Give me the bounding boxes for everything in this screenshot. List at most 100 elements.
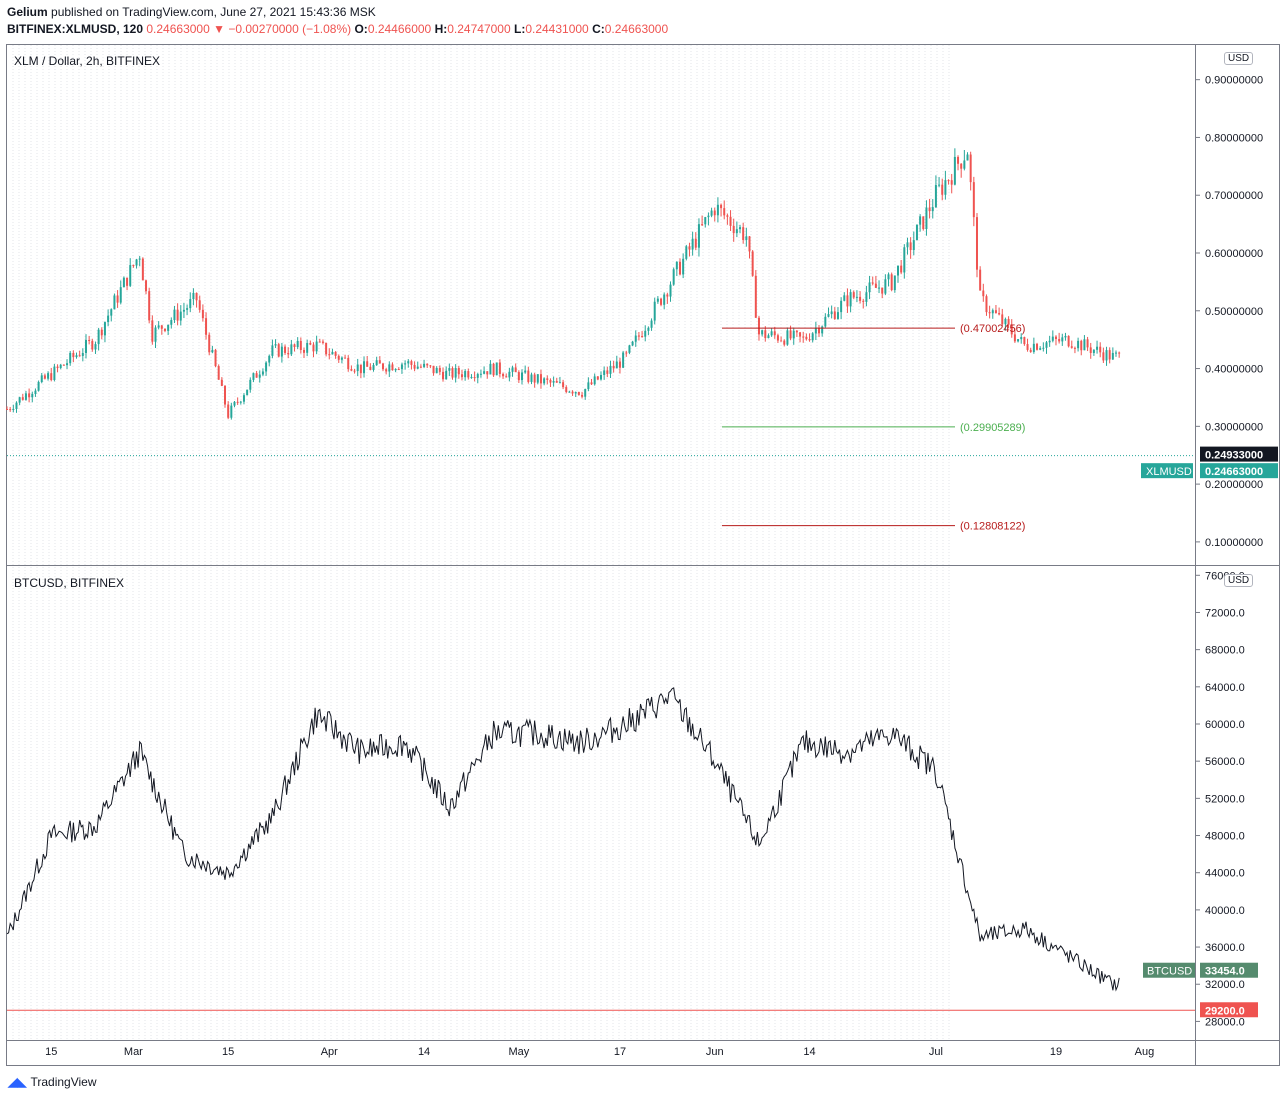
xlm-candle-body[interactable] xyxy=(72,352,75,358)
xlm-candle-body[interactable] xyxy=(400,364,403,370)
xlm-candle-body[interactable] xyxy=(609,365,612,374)
xlm-candle-body[interactable] xyxy=(732,225,735,234)
xlm-candle-body[interactable] xyxy=(217,366,220,380)
xlm-candle-body[interactable] xyxy=(593,376,596,385)
xlm-candle-body[interactable] xyxy=(799,332,802,337)
xlm-candle-body[interactable] xyxy=(508,371,511,378)
xlm-candle-body[interactable] xyxy=(363,361,366,374)
xlm-candle-body[interactable] xyxy=(448,368,451,371)
xlm-candle-body[interactable] xyxy=(757,317,760,335)
xlm-candle-body[interactable] xyxy=(163,328,166,331)
xlm-candle-body[interactable] xyxy=(947,180,950,182)
xlm-candle-body[interactable] xyxy=(789,330,792,339)
xlm-candle-body[interactable] xyxy=(88,339,91,341)
xlm-candle-body[interactable] xyxy=(321,341,324,343)
xlm-candle-body[interactable] xyxy=(1080,340,1083,351)
xlm-candle-body[interactable] xyxy=(167,324,170,331)
xlm-candle-body[interactable] xyxy=(107,315,110,323)
xlm-candle-body[interactable] xyxy=(268,355,271,363)
xlm-candle-body[interactable] xyxy=(261,371,264,375)
xlm-candle-body[interactable] xyxy=(119,287,122,303)
xlm-candle-body[interactable] xyxy=(641,335,644,337)
xlm-candle-body[interactable] xyxy=(1039,348,1042,350)
xlm-candle-body[interactable] xyxy=(751,251,754,276)
xlm-candle-body[interactable] xyxy=(249,379,252,390)
xlm-candle-body[interactable] xyxy=(824,316,827,327)
xlm-candle-body[interactable] xyxy=(252,373,255,380)
xlm-candle-body[interactable] xyxy=(397,369,400,371)
symbol-label[interactable]: BITFINEX:XLMUSD, 120 xyxy=(7,22,144,36)
xlm-candle-body[interactable] xyxy=(934,185,937,208)
xlm-candle-body[interactable] xyxy=(214,349,217,367)
xlm-candle-body[interactable] xyxy=(205,318,208,335)
xlm-candle-body[interactable] xyxy=(903,247,906,273)
xlm-candle-body[interactable] xyxy=(113,295,116,310)
xlm-candle-body[interactable] xyxy=(170,320,173,325)
xlm-candle-body[interactable] xyxy=(419,366,422,368)
xlm-candle-body[interactable] xyxy=(581,394,584,397)
xlm-candle-body[interactable] xyxy=(157,325,160,328)
xlm-candle-body[interactable] xyxy=(979,269,982,291)
xlm-candle-body[interactable] xyxy=(359,364,362,374)
xlm-candle-body[interactable] xyxy=(366,361,369,367)
xlm-candle-body[interactable] xyxy=(388,364,391,372)
xlm-candle-body[interactable] xyxy=(148,291,151,321)
xlm-candle-body[interactable] xyxy=(555,381,558,383)
xlm-candle-body[interactable] xyxy=(881,287,884,294)
xlm-candle-body[interactable] xyxy=(1026,344,1029,350)
xlm-candle-body[interactable] xyxy=(511,367,514,372)
xlm-candle-body[interactable] xyxy=(220,379,223,386)
xlm-candle-body[interactable] xyxy=(596,376,599,380)
xlm-candle-body[interactable] xyxy=(754,275,757,318)
xlm-candle-body[interactable] xyxy=(328,354,331,356)
xlm-candle-body[interactable] xyxy=(669,284,672,297)
xlm-candle-body[interactable] xyxy=(818,327,821,334)
xlm-candle-body[interactable] xyxy=(81,353,84,356)
xlm-candle-body[interactable] xyxy=(1099,346,1102,353)
xlm-candle-body[interactable] xyxy=(739,227,742,230)
xlm-candle-body[interactable] xyxy=(274,344,277,346)
xlm-candle-body[interactable] xyxy=(1061,337,1064,342)
xlm-candle-body[interactable] xyxy=(742,227,745,240)
xlm-candle-body[interactable] xyxy=(660,298,663,305)
xlm-candle-body[interactable] xyxy=(236,401,239,403)
xlm-candle-body[interactable] xyxy=(603,370,606,375)
xlm-candle-body[interactable] xyxy=(691,238,694,250)
xlm-candle-body[interactable] xyxy=(344,357,347,359)
xlm-candle-body[interactable] xyxy=(1036,343,1039,350)
xlm-candle-body[interactable] xyxy=(233,401,236,406)
xlm-candle-body[interactable] xyxy=(284,346,287,353)
xlm-candle-body[interactable] xyxy=(423,363,426,367)
xlm-candle-body[interactable] xyxy=(438,367,441,372)
xlm-candle-body[interactable] xyxy=(138,258,141,260)
xlm-candle-body[interactable] xyxy=(527,370,530,382)
xlm-candle-body[interactable] xyxy=(786,330,789,345)
xlm-candle-body[interactable] xyxy=(43,375,46,379)
xlm-candle-body[interactable] xyxy=(1007,318,1010,325)
xlm-candle-body[interactable] xyxy=(467,371,470,378)
xlm-candle-body[interactable] xyxy=(1051,336,1054,341)
xlm-candle-body[interactable] xyxy=(135,259,138,266)
xlm-candle-body[interactable] xyxy=(479,373,482,375)
xlm-candle-body[interactable] xyxy=(451,368,454,378)
xlm-candle-body[interactable] xyxy=(1001,314,1004,325)
xlm-candle-body[interactable] xyxy=(230,405,233,418)
xlm-candle-body[interactable] xyxy=(78,355,81,357)
xlm-candle-body[interactable] xyxy=(258,374,261,378)
xlm-candle-body[interactable] xyxy=(1083,339,1086,351)
xlm-candle-body[interactable] xyxy=(464,371,467,378)
xlm-candle-body[interactable] xyxy=(312,344,315,352)
xlm-candle-body[interactable] xyxy=(770,331,773,336)
xlm-candle-body[interactable] xyxy=(1045,342,1048,348)
xlm-candle-body[interactable] xyxy=(1105,350,1108,361)
xlm-candle-body[interactable] xyxy=(160,325,163,329)
xlm-candle-body[interactable] xyxy=(299,340,302,350)
xlm-candle-body[interactable] xyxy=(893,275,896,291)
xlm-candle-body[interactable] xyxy=(1004,318,1007,325)
xlm-candle-body[interactable] xyxy=(454,367,457,378)
xlm-candle-body[interactable] xyxy=(1089,347,1092,353)
xlm-candle-body[interactable] xyxy=(378,360,381,364)
xlm-candle-body[interactable] xyxy=(590,382,593,385)
xlm-candle-body[interactable] xyxy=(783,340,786,345)
xlm-candle-body[interactable] xyxy=(587,382,590,390)
